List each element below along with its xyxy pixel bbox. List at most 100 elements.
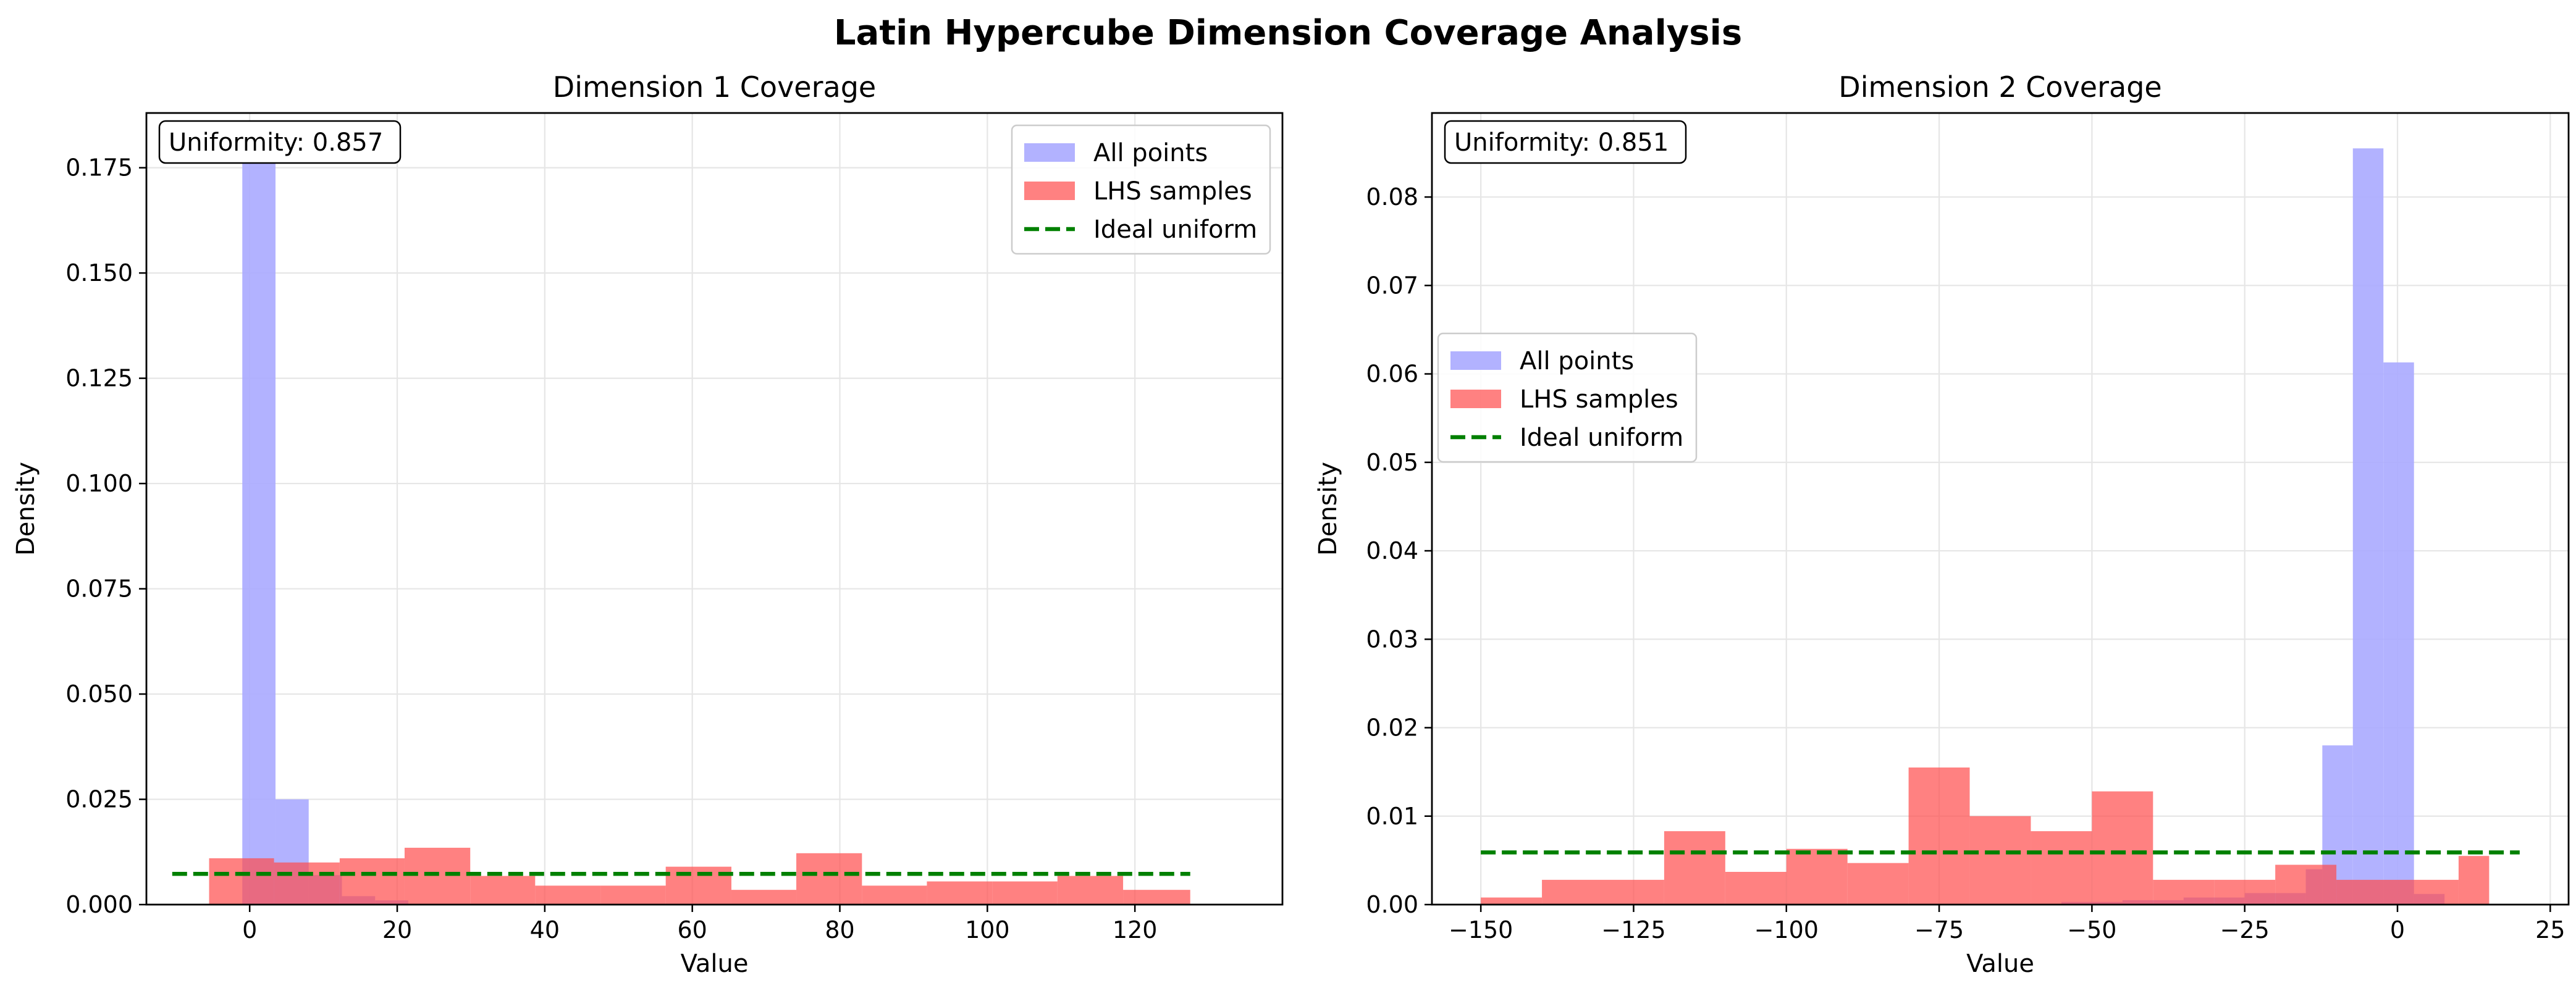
- x-tick-label: −125: [1601, 916, 1665, 943]
- legend-box: [1011, 124, 1271, 255]
- lhs-samples-bar: [404, 847, 471, 905]
- legend: All points LHS samples Ideal uniform: [1011, 124, 1271, 255]
- lhs-samples-bar: [274, 862, 340, 905]
- y-tick-label: 0.03: [1366, 625, 1418, 653]
- x-tick-label: 0: [242, 916, 257, 943]
- lhs-samples-bar: [2214, 879, 2276, 905]
- x-tick-label: −150: [1449, 916, 1513, 943]
- axes-frame: [145, 112, 1284, 906]
- lhs-samples-bars: [209, 847, 1190, 905]
- x-tick-label: −25: [2220, 916, 2270, 943]
- y-tick-label: 0.04: [1366, 537, 1418, 564]
- lhs-samples-bar: [992, 881, 1058, 905]
- y-axis-label: Density: [1314, 462, 1342, 556]
- legend-label-ideal-uniform: Ideal uniform: [1520, 424, 1683, 452]
- annotation-text: Uniformity: 0.851: [1454, 128, 1669, 157]
- legend-label-all-points: All points: [1520, 347, 1634, 375]
- all-points-bar: [242, 146, 276, 905]
- lhs-samples-bar: [796, 853, 862, 905]
- legend-swatch-lhs-samples: [1450, 390, 1501, 408]
- y-tick-label: 0.150: [65, 259, 133, 287]
- legend-box: [1437, 332, 1698, 463]
- lhs-samples-bar: [1969, 816, 2031, 905]
- y-tick-label: 0.000: [65, 891, 133, 918]
- x-axis-label: Value: [681, 950, 749, 978]
- y-tick-label: 0.05: [1366, 449, 1418, 476]
- lhs-samples-bar: [1664, 831, 1725, 905]
- y-axis-label: Density: [12, 462, 40, 556]
- y-tick-label: 0.00: [1366, 891, 1418, 918]
- y-tick-label: 0.075: [65, 575, 133, 603]
- all-points-bar: [2383, 362, 2414, 905]
- lhs-samples-bar: [1602, 879, 1664, 905]
- y-tick-label: 0.125: [65, 365, 133, 392]
- x-tick-label: 120: [1113, 916, 1158, 943]
- lhs-samples-bar: [2397, 879, 2459, 905]
- lhs-samples-bar: [2336, 879, 2398, 905]
- legend-label-lhs-samples: LHS samples: [1520, 385, 1678, 414]
- legend-label-ideal-uniform: Ideal uniform: [1093, 215, 1257, 244]
- lhs-samples-bar: [1542, 879, 1603, 905]
- annotation-text: Uniformity: 0.857: [169, 128, 383, 157]
- y-tick-label: 0.050: [65, 680, 133, 708]
- lhs-samples-bar: [1786, 848, 1848, 905]
- lhs-samples-bar: [2458, 856, 2490, 905]
- lhs-samples-bar: [2153, 879, 2215, 905]
- legend-swatch-all-points: [1450, 351, 1501, 370]
- uniformity-annotation: Uniformity: 0.857: [158, 120, 402, 164]
- annotation-box: [158, 120, 402, 164]
- x-tick-label: 100: [965, 916, 1010, 943]
- grid-lines: [146, 113, 1282, 906]
- x-axis-label: Value: [1966, 950, 2034, 978]
- lhs-samples-bar: [862, 885, 927, 905]
- lhs-samples-bar: [1847, 863, 1909, 905]
- lhs-samples-bar: [1908, 767, 1970, 905]
- y-tick-label: 0.06: [1366, 361, 1418, 388]
- lhs-samples-bar: [1725, 872, 1787, 905]
- lhs-samples-bar: [2031, 831, 2092, 905]
- x-tick-label: 0: [2390, 916, 2405, 943]
- y-tick-label: 0.025: [65, 786, 133, 813]
- panel-title: Dimension 2 Coverage: [1838, 70, 2161, 104]
- legend-swatch-all-points: [1024, 143, 1075, 162]
- x-tick-label: −100: [1754, 916, 1819, 943]
- all-points-bar: [2352, 148, 2384, 905]
- lhs-samples-bar: [470, 876, 536, 905]
- lhs-samples-bar: [2275, 864, 2337, 905]
- legend-label-all-points: All points: [1093, 139, 1208, 167]
- x-tick-label: 20: [382, 916, 412, 943]
- lhs-samples-bar: [1123, 890, 1190, 905]
- y-tick-label: 0.01: [1366, 803, 1418, 830]
- x-tick-label: 25: [2535, 916, 2565, 943]
- lhs-samples-bar: [535, 885, 601, 905]
- lhs-samples-bar: [731, 890, 797, 905]
- y-tick-label: 0.02: [1366, 714, 1418, 742]
- x-tick-label: 60: [677, 916, 707, 943]
- annotation-box: [1444, 120, 1687, 164]
- legend-swatch-lhs-samples: [1024, 182, 1075, 200]
- x-tick-label: 80: [825, 916, 854, 943]
- y-tick-label: 0.100: [65, 470, 133, 497]
- all-points-bars: [2061, 148, 2445, 905]
- lhs-samples-bar: [339, 858, 405, 905]
- axes-frame: [1431, 112, 2570, 906]
- figure-title: Latin Hypercube Dimension Coverage Analy…: [834, 13, 1742, 53]
- lhs-samples-bars: [1481, 767, 2490, 905]
- legend-label-lhs-samples: LHS samples: [1093, 177, 1252, 206]
- lhs-samples-bar: [927, 881, 993, 905]
- panel-dimension-1: 0 20 40 60 80 100 120 0.000 0.025 0.050 0.075 0.100…: [12, 70, 1284, 978]
- panel-title: Dimension 1 Coverage: [553, 70, 876, 104]
- uniformity-annotation: Uniformity: 0.851: [1444, 120, 1687, 164]
- panel-dimension-2: −150 −125 −100 −75 −50 −25 0 25 0.00 0.01 0.02 0.03…: [1314, 70, 2570, 978]
- x-tick-label: 40: [530, 916, 560, 943]
- all-points-bars: [242, 146, 408, 905]
- legend: All points LHS samples Ideal uniform: [1437, 332, 1698, 463]
- lhs-samples-bar: [1481, 897, 1543, 905]
- y-tick-label: 0.175: [65, 154, 133, 182]
- lhs-samples-bar: [209, 858, 274, 905]
- lhs-samples-bar: [600, 885, 666, 905]
- lhs-samples-bar: [1057, 876, 1124, 905]
- lhs-samples-bar: [2092, 791, 2153, 905]
- y-tick-label: 0.07: [1366, 272, 1418, 299]
